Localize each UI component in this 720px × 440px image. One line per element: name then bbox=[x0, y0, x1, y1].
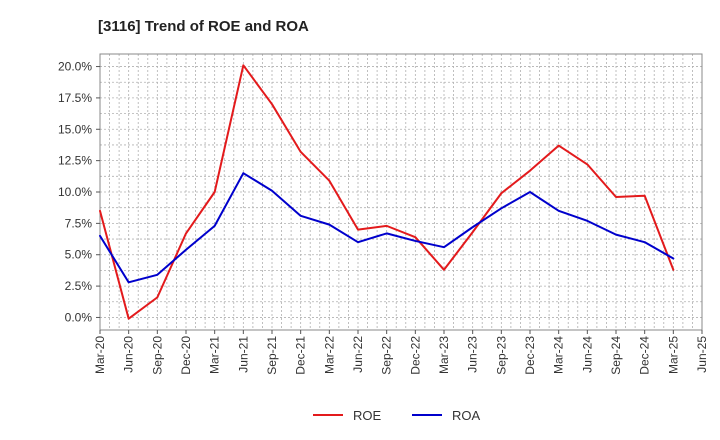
x-tick-label: Dec-21 bbox=[294, 336, 308, 375]
series-line-roe bbox=[99, 64, 675, 320]
x-tick-label: Sep-24 bbox=[609, 336, 623, 375]
x-tick-label: Dec-24 bbox=[638, 336, 652, 375]
x-tick-label: Sep-20 bbox=[150, 336, 164, 375]
x-tick-label: Sep-23 bbox=[494, 336, 508, 375]
x-tick-label: Jun-24 bbox=[580, 336, 594, 373]
legend: ROE ROA bbox=[313, 408, 481, 423]
x-tick-label: Sep-22 bbox=[380, 336, 394, 375]
series-lines bbox=[99, 64, 675, 320]
x-tick-label: Mar-20 bbox=[93, 336, 107, 374]
y-tick-label: 7.5% bbox=[65, 216, 93, 230]
x-tick-label: Mar-24 bbox=[552, 336, 566, 374]
y-tick-label: 15.0% bbox=[58, 122, 92, 136]
y-tick-label: 17.5% bbox=[58, 91, 92, 105]
x-tick-label: Mar-25 bbox=[666, 336, 680, 374]
series-line-roa bbox=[99, 172, 675, 284]
y-tick-label: 0.0% bbox=[65, 310, 93, 324]
x-tick-label: Jun-20 bbox=[122, 336, 136, 373]
x-tick-label: Dec-22 bbox=[408, 336, 422, 375]
y-axis-tick-labels: 0.0% 2.5% 5.0% 7.5% 10.0% 12.5% 15.0% 17.5% 20.0… bbox=[58, 60, 100, 324]
chart-title: [3116] Trend of ROE and ROA bbox=[98, 18, 309, 35]
x-tick-label: Dec-23 bbox=[523, 336, 537, 375]
y-tick-label: 12.5% bbox=[58, 154, 92, 168]
y-tick-label: 5.0% bbox=[65, 248, 93, 262]
x-tick-label: Mar-22 bbox=[322, 336, 336, 374]
x-tick-label: Jun-25 bbox=[695, 336, 709, 373]
x-tick-label: Jun-23 bbox=[466, 336, 480, 373]
x-tick-label: Jun-22 bbox=[351, 336, 365, 373]
grid bbox=[100, 54, 702, 330]
x-tick-label: Mar-23 bbox=[437, 336, 451, 374]
x-tick-label: Sep-21 bbox=[265, 336, 279, 375]
x-tick-label: Mar-21 bbox=[208, 336, 222, 374]
y-tick-label: 20.0% bbox=[58, 60, 92, 74]
x-tick-label: Dec-20 bbox=[179, 336, 193, 375]
legend-label-roa: ROA bbox=[452, 408, 481, 423]
x-axis-tick-labels: Mar-20 Jun-20 Sep-20 Dec-20 Mar-21 Jun-21 Sep-… bbox=[93, 330, 709, 375]
y-tick-label: 2.5% bbox=[65, 279, 93, 293]
x-tick-label: Jun-21 bbox=[236, 336, 250, 373]
y-tick-label: 10.0% bbox=[58, 185, 92, 199]
legend-label-roe: ROE bbox=[353, 408, 382, 423]
